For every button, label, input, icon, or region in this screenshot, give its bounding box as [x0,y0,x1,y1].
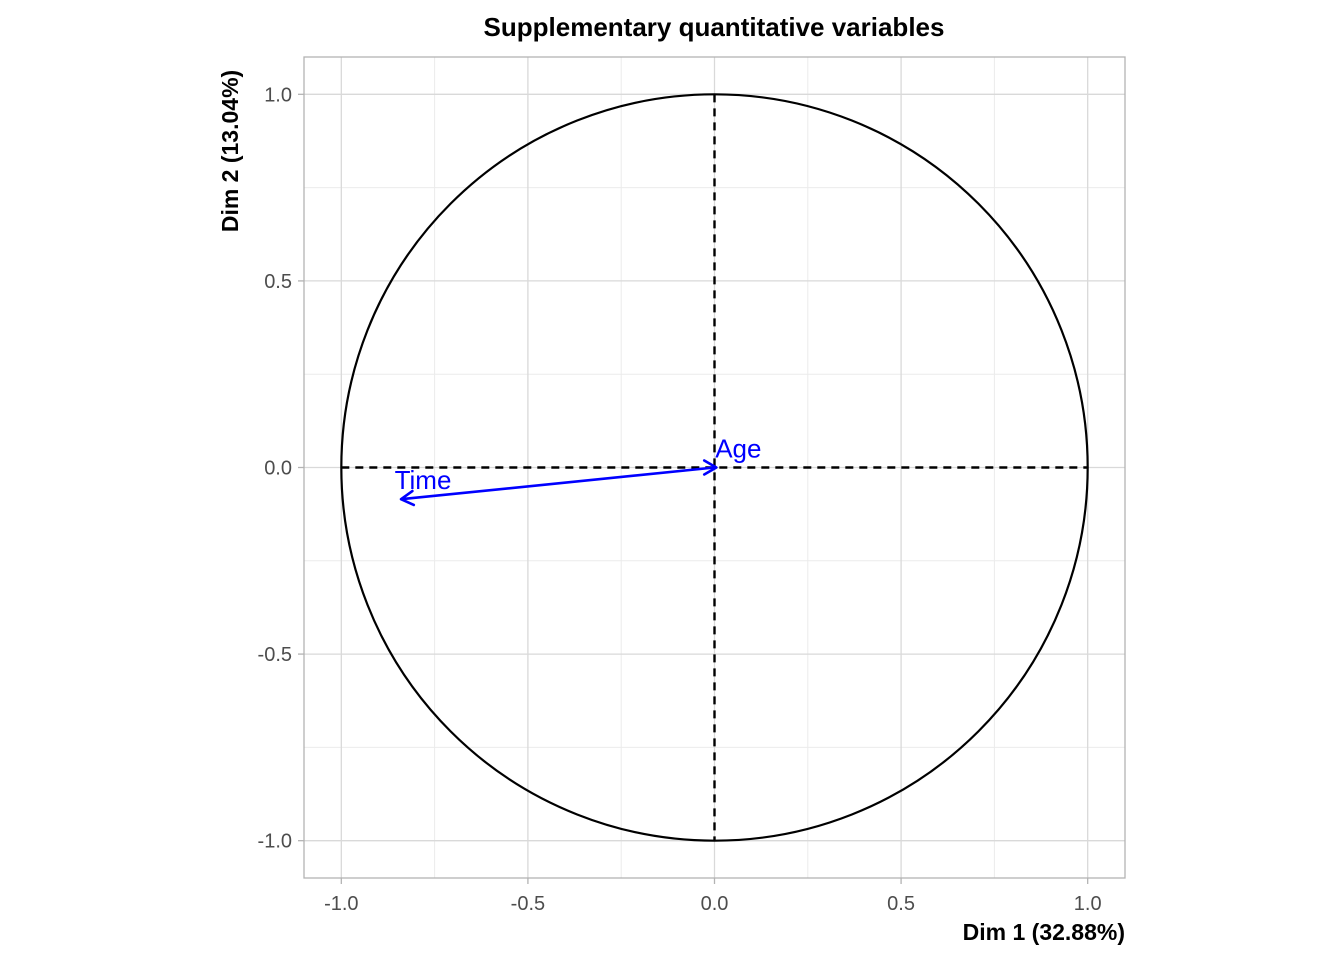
y-axis-title: Dim 2 (13.04%) [217,70,243,232]
variable-arrows: Time Age [395,434,761,507]
variable-label-age: Age [715,434,761,464]
arrow-head-time [399,489,416,507]
x-tick-label: 0.5 [887,893,915,915]
variable-label-time: Time [395,465,452,495]
variable-time: Time [395,465,715,507]
x-tick-label: -0.5 [511,893,545,915]
x-tick-label: 0.0 [701,893,729,915]
y-axis-ticks: 1.0 0.5 0.0 -0.5 -1.0 [258,84,304,853]
arrow-head-age [702,459,718,476]
y-tick-label: 0.5 [264,271,292,293]
y-tick-label: -1.0 [258,831,292,853]
reference-lines [341,94,1088,841]
correlation-circle [340,93,1089,842]
y-tick-label: 1.0 [264,84,292,106]
chart-title: Supplementary quantitative variables [484,12,945,42]
x-axis-ticks: -1.0 -0.5 0.0 0.5 1.0 [324,878,1102,915]
arrow-shaft-time [400,466,715,501]
x-tick-label: 1.0 [1074,893,1102,915]
x-axis-title: Dim 1 (32.88%) [963,919,1125,945]
y-tick-label: 0.0 [264,458,292,480]
variable-age: Age [702,434,761,476]
y-tick-label: -0.5 [258,644,292,666]
x-tick-label: -1.0 [324,893,358,915]
